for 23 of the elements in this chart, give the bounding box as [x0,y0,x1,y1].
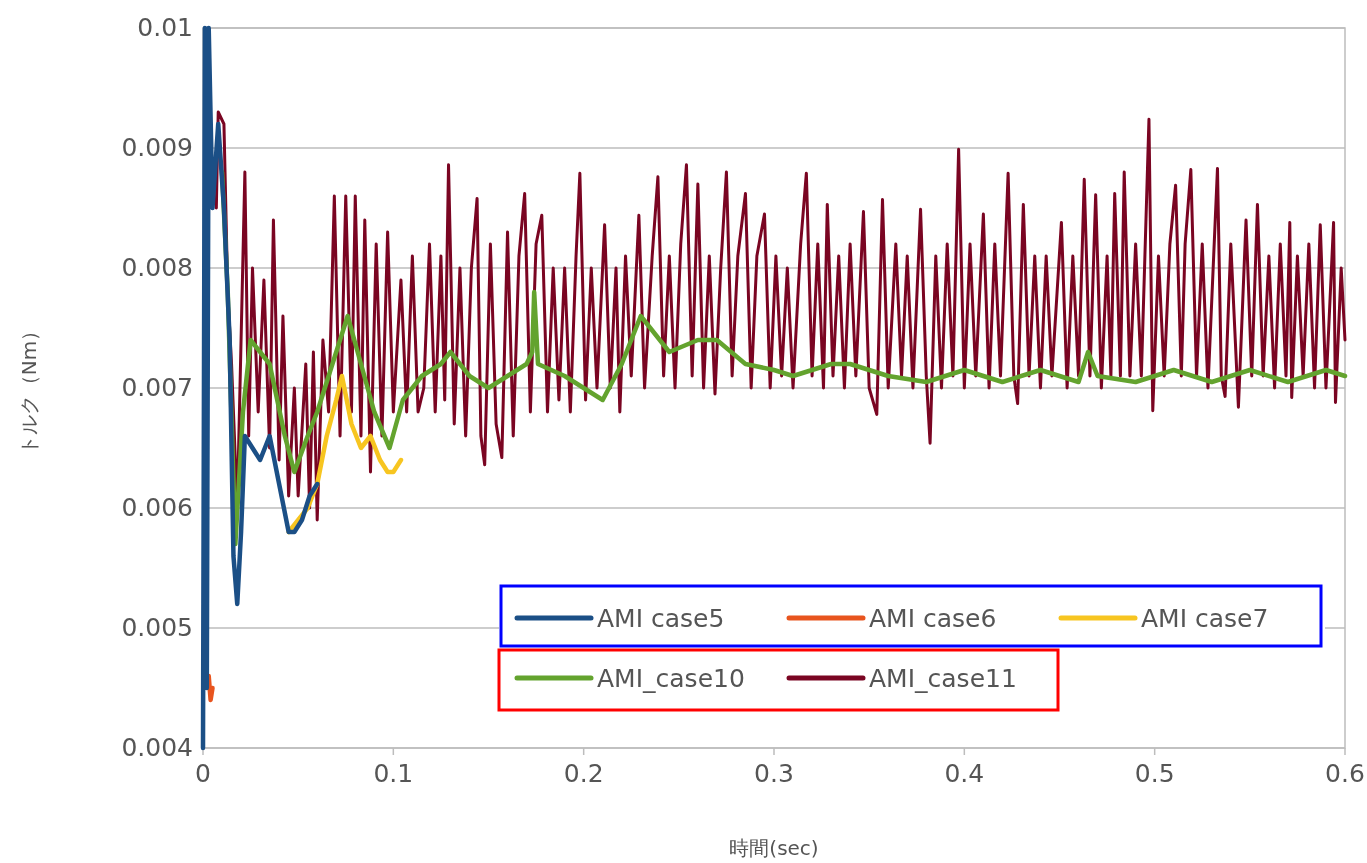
y-tick-label: 0.009 [121,133,193,162]
y-tick-label: 0.008 [121,253,193,282]
y-axis-title: トルク（Nm） [17,320,41,456]
x-tick-label: 0.1 [373,759,414,788]
legend-label: AMI case6 [869,604,997,633]
y-tick-label: 0.01 [137,13,193,42]
y-tick-label: 0.007 [121,373,193,402]
x-tick-label: 0.2 [563,759,604,788]
y-tick-label: 0.006 [121,493,193,522]
x-axis-title: 時間(sec) [729,836,819,860]
legend-label: AMI case5 [597,604,725,633]
legend-label: AMI_case10 [597,664,745,693]
line-series [200,25,320,751]
line-series [214,110,1347,522]
legend-label: AMI_case11 [869,664,1017,693]
legend-label: AMI case7 [1141,604,1269,633]
x-tick-label: 0.6 [1325,759,1365,788]
y-tick-label: 0.005 [121,613,193,642]
x-tick-label: 0.5 [1134,759,1175,788]
y-tick-label: 0.004 [121,733,193,762]
x-tick-label: 0.3 [754,759,794,788]
x-tick-label: 0 [195,759,211,788]
x-tick-label: 0.4 [944,759,985,788]
